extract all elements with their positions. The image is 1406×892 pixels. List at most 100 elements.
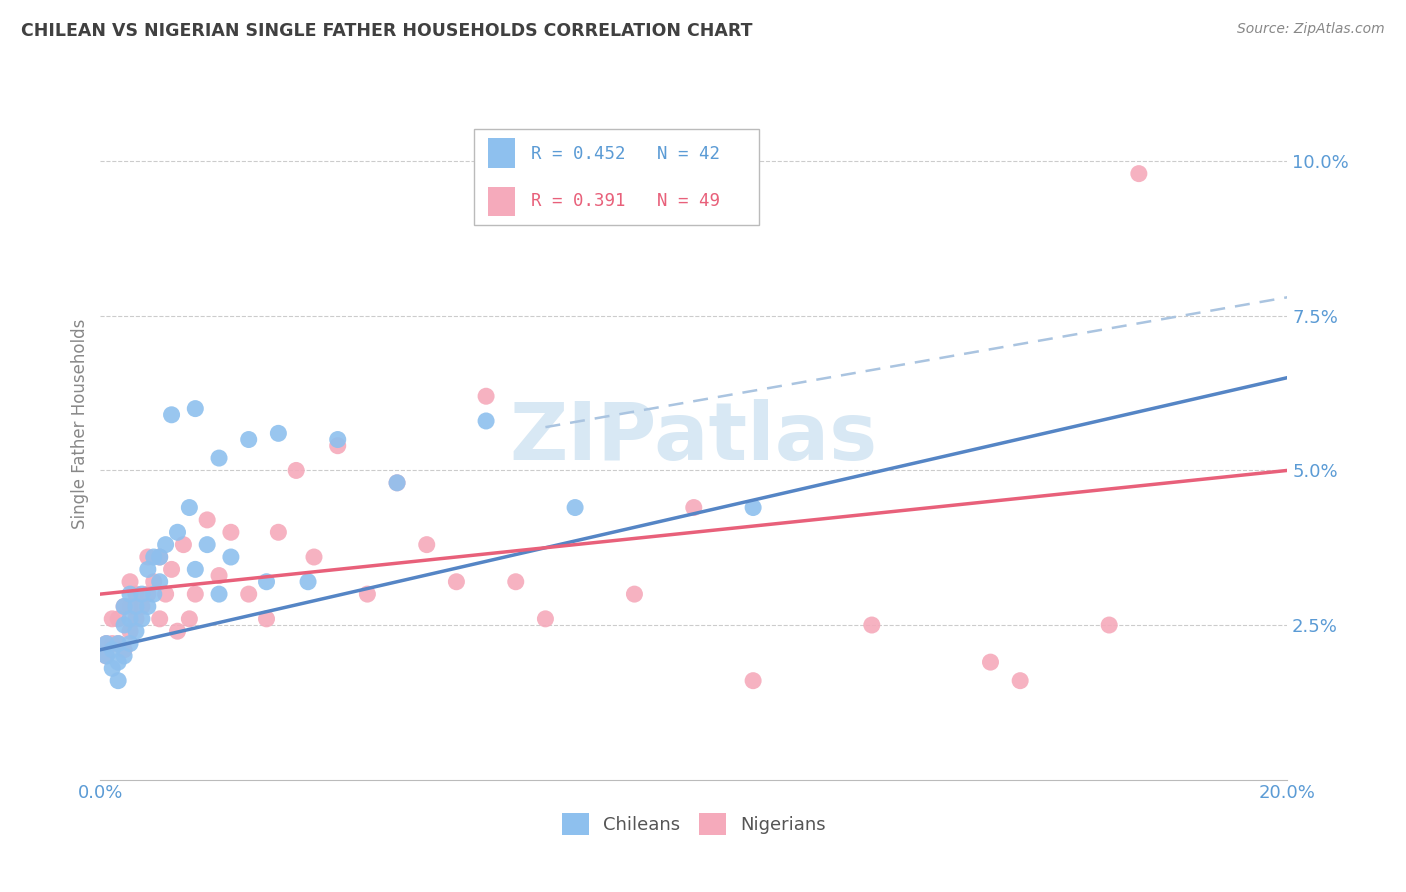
Point — [112, 599, 135, 614]
Point — [101, 642, 124, 657]
Point — [112, 642, 135, 657]
Point — [166, 525, 188, 540]
Point — [118, 624, 141, 639]
Point — [96, 648, 118, 663]
Point — [118, 636, 141, 650]
Point — [101, 612, 124, 626]
Point — [125, 624, 148, 639]
Point — [107, 673, 129, 688]
Point — [267, 426, 290, 441]
Point — [184, 587, 207, 601]
Point — [208, 587, 231, 601]
Point — [219, 525, 242, 540]
Point — [475, 414, 498, 428]
Point — [155, 538, 177, 552]
Point — [623, 587, 645, 601]
Point — [297, 574, 319, 589]
Point — [179, 500, 201, 515]
Point — [385, 475, 408, 490]
Point — [107, 612, 129, 626]
Point — [184, 562, 207, 576]
Point — [136, 549, 159, 564]
Point — [238, 433, 260, 447]
Point — [131, 599, 153, 614]
Point — [131, 587, 153, 601]
Point — [256, 574, 278, 589]
Point — [238, 587, 260, 601]
Point — [302, 549, 325, 564]
Point — [742, 673, 765, 688]
Point — [101, 636, 124, 650]
Point — [326, 433, 349, 447]
Y-axis label: Single Father Households: Single Father Households — [72, 318, 89, 529]
Point — [118, 587, 141, 601]
Point — [125, 612, 148, 626]
Point — [385, 475, 408, 490]
Point — [267, 525, 290, 540]
Point — [1128, 167, 1150, 181]
Point — [125, 599, 148, 614]
Text: R = 0.391   N = 49: R = 0.391 N = 49 — [531, 193, 720, 211]
Legend: Chileans, Nigerians: Chileans, Nigerians — [562, 813, 825, 835]
Point — [142, 549, 165, 564]
Point — [142, 587, 165, 601]
Point — [285, 463, 308, 477]
Point — [149, 574, 172, 589]
Point — [416, 538, 439, 552]
Text: Source: ZipAtlas.com: Source: ZipAtlas.com — [1237, 22, 1385, 37]
Point — [979, 655, 1001, 669]
Point — [107, 636, 129, 650]
Point — [112, 618, 135, 632]
Point — [118, 599, 141, 614]
Point — [1010, 673, 1032, 688]
Point — [149, 549, 172, 564]
Point — [534, 612, 557, 626]
Point — [564, 500, 586, 515]
FancyBboxPatch shape — [474, 129, 759, 225]
Point — [131, 612, 153, 626]
Point — [505, 574, 527, 589]
Point — [118, 612, 141, 626]
Point — [160, 562, 183, 576]
Point — [219, 549, 242, 564]
Point — [155, 587, 177, 601]
Point — [149, 612, 172, 626]
Point — [195, 513, 218, 527]
Point — [160, 408, 183, 422]
Point — [195, 538, 218, 552]
Point — [96, 636, 118, 650]
Point — [208, 568, 231, 582]
Point — [860, 618, 883, 632]
Point — [107, 636, 129, 650]
Point — [149, 549, 172, 564]
Point — [166, 624, 188, 639]
Point — [96, 648, 118, 663]
Point — [96, 636, 118, 650]
Text: CHILEAN VS NIGERIAN SINGLE FATHER HOUSEHOLDS CORRELATION CHART: CHILEAN VS NIGERIAN SINGLE FATHER HOUSEH… — [21, 22, 752, 40]
Point — [179, 612, 201, 626]
Point — [256, 612, 278, 626]
Point — [172, 538, 194, 552]
FancyBboxPatch shape — [488, 186, 515, 217]
Point — [742, 500, 765, 515]
Point — [208, 451, 231, 466]
Point — [184, 401, 207, 416]
Point — [1098, 618, 1121, 632]
Point — [125, 587, 148, 601]
Point — [136, 599, 159, 614]
Point — [356, 587, 378, 601]
Point — [682, 500, 704, 515]
Point — [112, 599, 135, 614]
Point — [118, 574, 141, 589]
Point — [446, 574, 468, 589]
Text: ZIPatlas: ZIPatlas — [509, 400, 877, 477]
Point — [101, 661, 124, 675]
Point — [136, 587, 159, 601]
Point — [136, 562, 159, 576]
Point — [107, 655, 129, 669]
Point — [326, 439, 349, 453]
FancyBboxPatch shape — [488, 138, 515, 168]
Point — [142, 574, 165, 589]
Point — [112, 648, 135, 663]
Text: R = 0.452   N = 42: R = 0.452 N = 42 — [531, 145, 720, 163]
